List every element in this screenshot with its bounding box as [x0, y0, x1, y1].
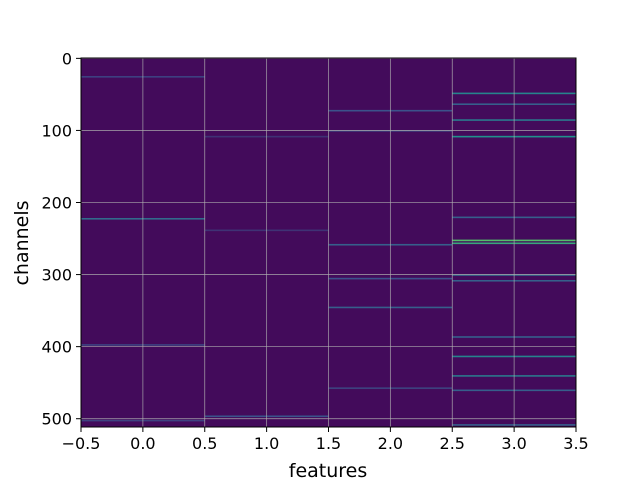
y-tick-label: 400 [41, 338, 72, 357]
x-tick-label: 1.5 [316, 434, 341, 453]
x-tick-label: 0.5 [192, 434, 217, 453]
x-tick-label: 3.5 [563, 434, 588, 453]
y-tick-label: 200 [41, 194, 72, 213]
x-tick-label: −0.5 [62, 434, 101, 453]
x-tick-label: 0.0 [130, 434, 155, 453]
x-tick-label: 2.5 [440, 434, 465, 453]
y-tick-label: 0 [62, 49, 72, 68]
x-tick-label: 2.0 [378, 434, 403, 453]
y-axis: 0 100 200 300 400 500 [41, 49, 81, 429]
y-tick-label: 100 [41, 121, 72, 140]
y-tick-label: 500 [41, 410, 72, 429]
y-tick-label: 300 [41, 266, 72, 285]
x-tick-label: 1.0 [254, 434, 279, 453]
x-tick-label: 3.0 [501, 434, 526, 453]
x-axis: −0.5 0.0 0.5 1.0 1.5 2.0 2.5 3.0 3.5 [62, 427, 589, 453]
y-axis-label: channels [11, 200, 33, 285]
x-axis-label: features [289, 460, 368, 480]
